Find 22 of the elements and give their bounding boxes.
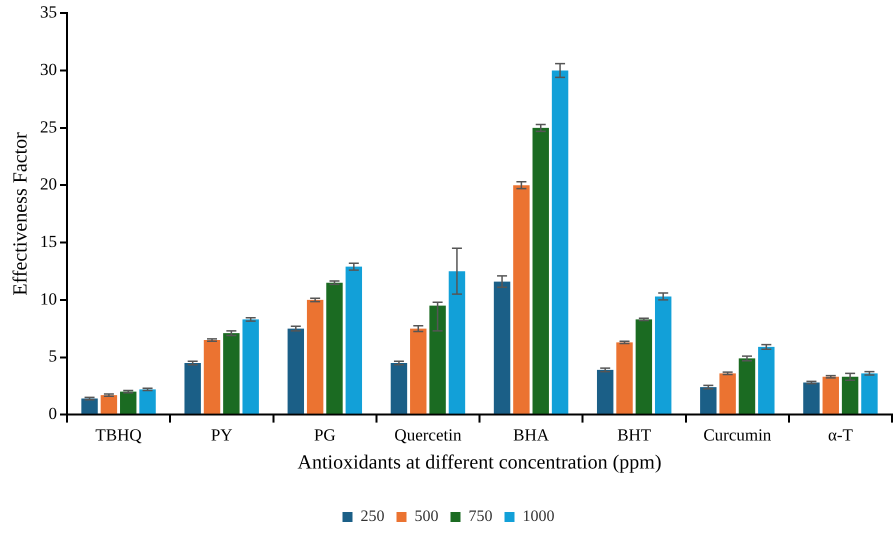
x-tick-label: PG: [314, 425, 336, 444]
y-tick-label: 5: [48, 346, 57, 366]
y-tick-label: 20: [40, 174, 57, 194]
y-tick-label: 35: [40, 2, 57, 22]
y-tick-label: 30: [40, 60, 57, 80]
x-tick-label: Quercetin: [394, 425, 462, 444]
x-tick-label: PY: [210, 425, 233, 444]
y-tick-label: 25: [40, 117, 57, 136]
y-tick-label: 10: [40, 289, 57, 308]
x-tick-label: TBHQ: [95, 425, 142, 444]
legend-label: 1000: [522, 508, 554, 526]
x-tick-label: BHT: [617, 425, 652, 444]
x-tick-label: α-T: [828, 425, 854, 444]
legend-label: 250: [360, 508, 384, 526]
y-axis-title: Effectiveness Factor: [9, 132, 32, 296]
x-axis-title: Antioxidants at different concentration (ppm): [298, 451, 662, 474]
legend-label: 750: [468, 508, 492, 526]
x-tick-label: BHA: [513, 425, 550, 444]
y-tick-label: 15: [40, 232, 57, 252]
x-tick-label: Curcumin: [703, 425, 772, 444]
legend-label: 500: [414, 508, 438, 526]
y-tick-label: 0: [48, 404, 57, 424]
